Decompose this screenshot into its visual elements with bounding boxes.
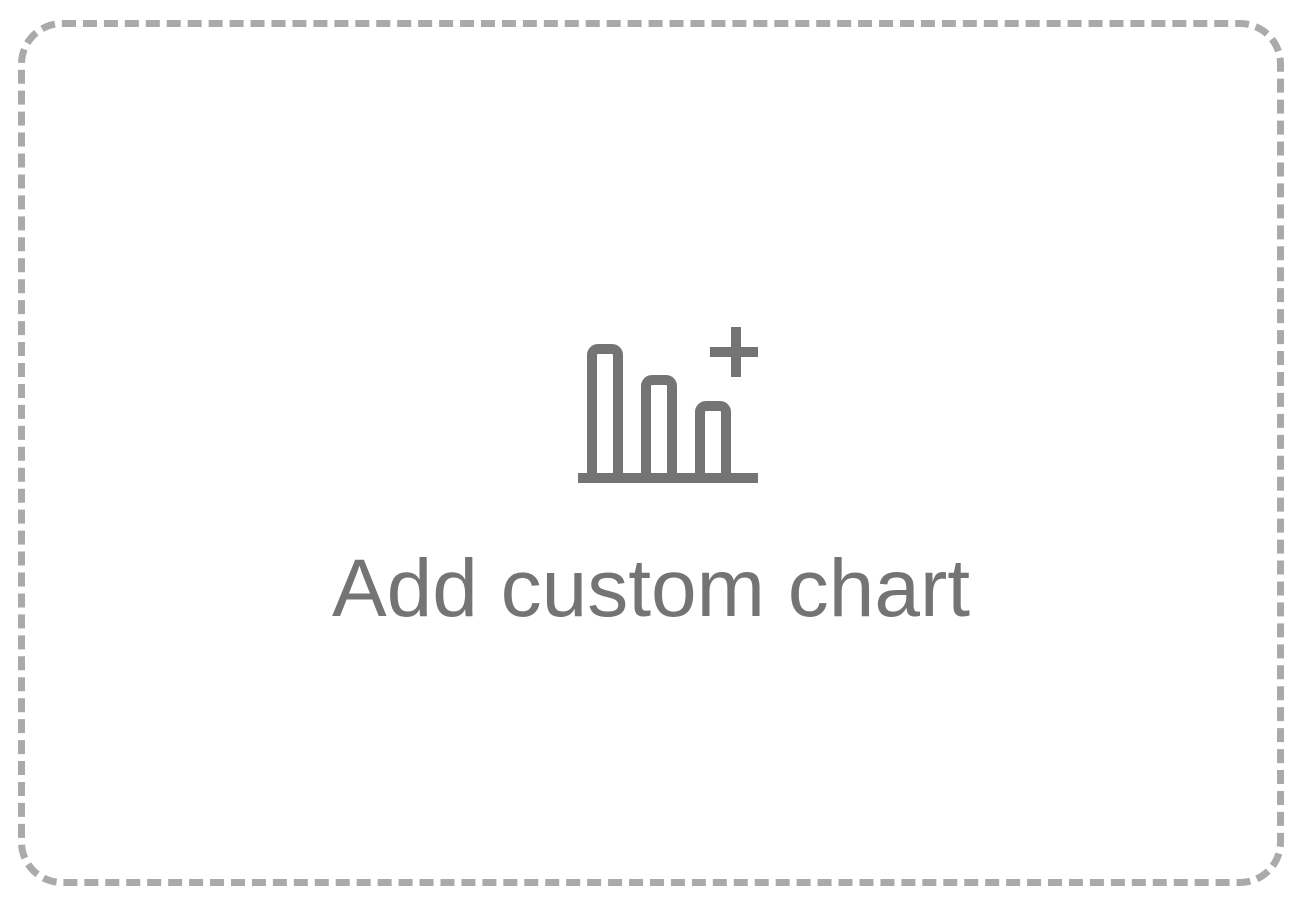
add-custom-chart-card[interactable]: Add custom chart	[18, 20, 1284, 886]
add-custom-chart-label: Add custom chart	[331, 543, 971, 634]
bar-chart-plus-icon	[578, 327, 758, 483]
